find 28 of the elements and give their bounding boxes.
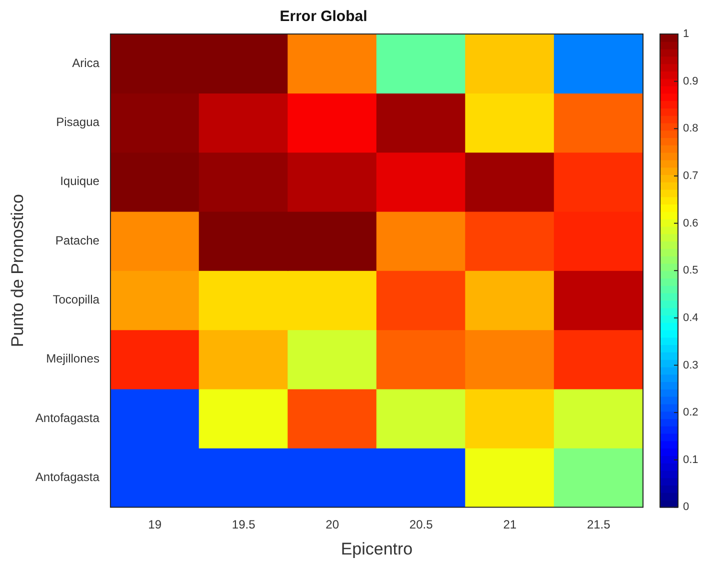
color-bar-label: 0.1	[683, 454, 698, 466]
y-tick-label: Antofagasta	[35, 410, 100, 425]
color-bar-label: 0.9	[683, 75, 698, 88]
y-axis-title: Punto de Pronostico	[8, 194, 27, 348]
color-bar-label: 0.6	[683, 217, 698, 230]
x-axis-title: Epicentro	[340, 539, 413, 558]
color-bar-label: 0.4	[683, 312, 698, 324]
color-bar-label: 0.7	[683, 170, 698, 182]
x-tick-label: 19.5	[232, 518, 256, 532]
x-tick-label: 21.5	[586, 518, 611, 532]
x-tick-label: 20	[326, 518, 340, 532]
y-tick-label: Iquique	[60, 174, 100, 188]
y-tick-label: Antofagasta	[35, 470, 100, 484]
x-tick-label: 19	[148, 518, 162, 532]
color-bar-label: 0	[683, 501, 690, 514]
y-tick-label: Patache	[55, 233, 100, 248]
x-tick-label: 20.5	[409, 518, 434, 532]
x-tick-label: 21	[503, 518, 517, 532]
color-bar-label: 0.3	[683, 359, 698, 372]
chart-title: Error Global	[280, 8, 368, 26]
color-bar-label: 0.5	[683, 264, 698, 277]
y-tick-label: Arica	[72, 56, 100, 70]
y-tick-label: Tocopilla	[52, 292, 100, 306]
y-tick-label: Mejillones	[46, 352, 100, 366]
color-bar-label: 0.8	[683, 122, 698, 135]
color-bar-label: 0.2	[683, 406, 698, 419]
color-bar-label: 1	[683, 28, 690, 40]
y-tick-label: Pisagua	[56, 115, 100, 130]
